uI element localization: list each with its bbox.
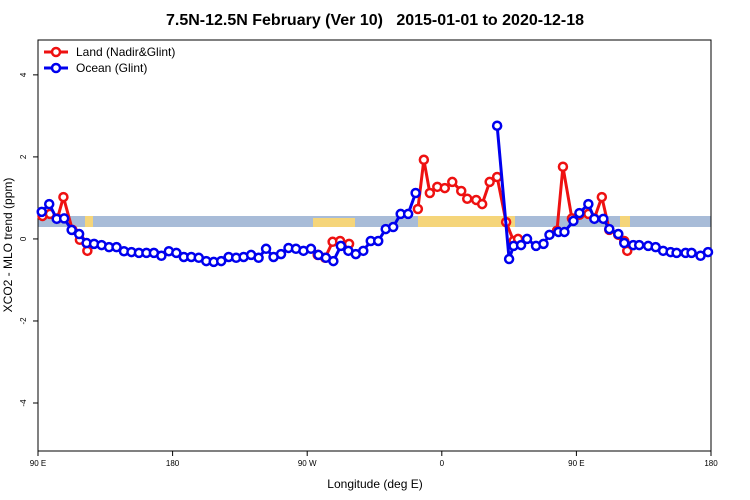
data-point (503, 253, 515, 265)
data-point (358, 245, 369, 257)
legend-label: Land (Nadir&Glint) (76, 45, 175, 59)
x-tick-label: 90 W (298, 459, 317, 468)
data-point (484, 176, 495, 188)
data-point (568, 215, 579, 227)
x-axis-label: Longitude (deg E) (327, 477, 422, 491)
data-point (521, 233, 533, 245)
data-point (171, 247, 182, 259)
land-band (418, 216, 515, 227)
data-point (335, 240, 347, 252)
x-tick-label: 0 (440, 459, 445, 468)
y-tick-label: 4 (19, 72, 28, 77)
data-point (598, 213, 609, 225)
data-point (275, 248, 287, 260)
data-point (589, 213, 600, 225)
plot-frame (37, 39, 712, 452)
x-tick-label: 90 E (568, 459, 584, 468)
data-point (574, 207, 585, 219)
data-point (43, 198, 55, 210)
legend-label: Ocean (Glint) (76, 61, 147, 75)
data-point (583, 198, 594, 210)
data-point (58, 191, 69, 203)
data-point (604, 223, 615, 235)
data-point (538, 238, 549, 250)
data-point (544, 229, 555, 241)
data-point (491, 120, 503, 131)
data-point (410, 187, 421, 199)
land-ocean-band (38, 216, 711, 227)
data-point (73, 228, 85, 240)
data-point (613, 228, 624, 240)
chart-title: 7.5N-12.5N February (Ver 10) 2015-01-01 … (166, 12, 584, 29)
y-tick-label: -2 (19, 317, 28, 325)
land-band (85, 216, 93, 227)
data-point (305, 243, 317, 255)
legend-marker (50, 46, 62, 58)
data-point (418, 154, 430, 166)
data-point (461, 193, 473, 204)
data-point (253, 252, 264, 264)
y-tick-label: 2 (19, 154, 28, 159)
data-point (633, 239, 645, 251)
data-point (619, 237, 630, 249)
data-point (111, 241, 122, 253)
data-point (455, 185, 467, 197)
data-point (671, 247, 682, 259)
data-point (686, 247, 697, 259)
x-tick-label: 90 E (30, 459, 46, 468)
y-axis-label: XCO2 - MLO trend (ppm) (1, 178, 15, 313)
x-tick-label: 180 (166, 459, 180, 468)
data-point (156, 250, 167, 262)
x-tick-label: 180 (704, 459, 718, 468)
land-band (313, 218, 355, 227)
data-point (557, 161, 569, 172)
data-point (447, 176, 458, 188)
data-point (412, 203, 424, 215)
data-point (515, 239, 527, 251)
data-point (476, 198, 488, 210)
data-point (596, 191, 608, 203)
data-point (372, 235, 384, 247)
data-point (58, 213, 70, 224)
data-point (424, 187, 436, 199)
data-point (66, 224, 77, 236)
data-point (702, 246, 714, 258)
data-point (260, 243, 272, 255)
data-point (402, 208, 414, 220)
y-tick-label: 0 (19, 236, 28, 241)
data-point (559, 226, 570, 238)
data-point (328, 255, 339, 267)
data-point (36, 206, 47, 218)
land-band (620, 216, 630, 227)
ocean-band (38, 216, 711, 227)
legend-marker (50, 62, 62, 74)
data-point (387, 221, 399, 233)
data-point (491, 171, 503, 183)
y-tick-label: -4 (19, 399, 28, 407)
data-point (439, 182, 451, 194)
data-point (215, 255, 227, 267)
